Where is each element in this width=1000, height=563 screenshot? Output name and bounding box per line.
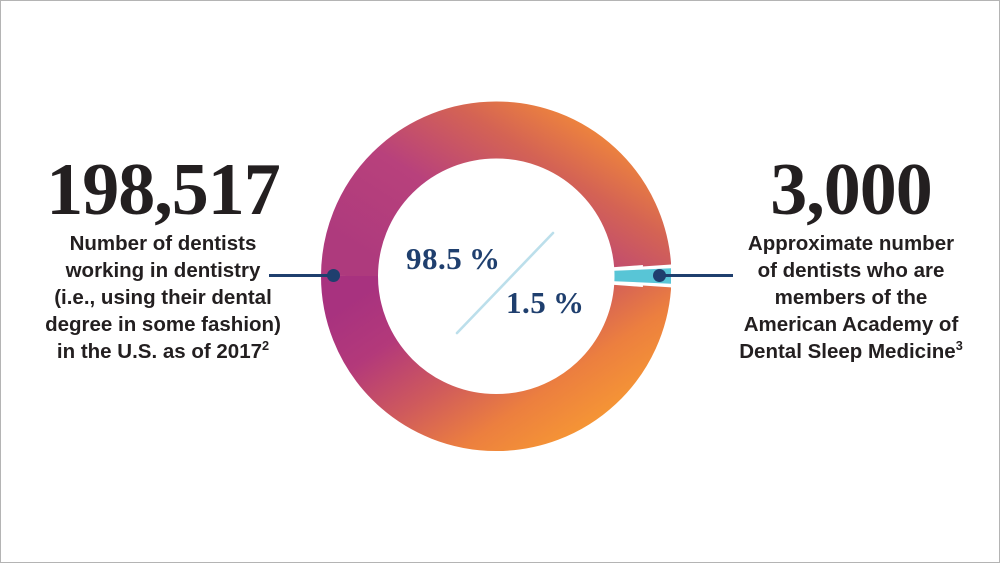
right-leader-line <box>659 274 733 277</box>
left-caption-line-2: working in dentistry <box>65 259 261 283</box>
right-caption-line-1: Approximate number <box>747 232 955 256</box>
major-slice-lower <box>321 275 671 451</box>
left-stat-caption: Number of dentists working in dentistry … <box>13 230 313 365</box>
right-caption-line-5: Dental Sleep Medicine <box>739 340 956 364</box>
donut-chart-svg <box>321 101 671 451</box>
minor-percentage-label: 1.5 % <box>506 285 585 320</box>
right-stat-block: 3,000 Approximate number of dentists who… <box>701 149 999 365</box>
left-caption-line-1: Number of dentists <box>69 232 257 256</box>
left-caption-line-5: in the U.S. as of 2017 <box>56 340 262 364</box>
major-percentage-label: 98.5 % <box>406 241 501 276</box>
left-caption-line-4: degree in some fashion) <box>45 313 281 337</box>
right-caption-line-2: of dentists who are <box>757 259 945 283</box>
right-footnote-marker: 3 <box>955 338 963 354</box>
right-stat-caption: Approximate number of dentists who are m… <box>701 230 999 365</box>
left-leader-line <box>269 274 335 277</box>
left-footnote-marker: 2 <box>262 338 270 354</box>
left-stat-block: 198,517 Number of dentists working in de… <box>13 149 313 365</box>
donut-chart <box>321 101 671 451</box>
right-caption-line-3: members of the <box>774 286 928 310</box>
right-stat-number: 3,000 <box>770 149 933 231</box>
left-leader-dot <box>327 269 340 282</box>
left-caption-line-3: (i.e., using their dental <box>54 286 272 310</box>
right-caption-line-4: American Academy of <box>743 313 959 337</box>
left-stat-number: 198,517 <box>46 149 281 231</box>
major-slice-upper <box>321 101 671 277</box>
major-slice-group <box>321 101 671 451</box>
right-leader-dot <box>653 269 666 282</box>
